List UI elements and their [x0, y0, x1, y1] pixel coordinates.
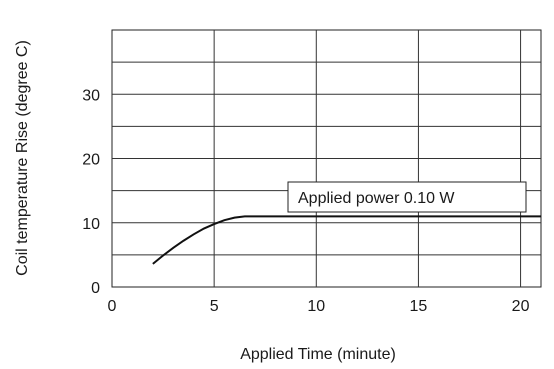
tick-labels: 0 5 10 15 20 0 10 20 30 [82, 87, 529, 315]
x-axis-title: Applied Time (minute) [240, 346, 396, 363]
temperature-curve [152, 215, 541, 265]
x-tick-label: 10 [307, 298, 325, 315]
annotation-label: Applied power 0.10 W [298, 190, 455, 207]
y-tick-label: 10 [82, 216, 100, 233]
x-tick-label: 20 [512, 298, 530, 315]
y-tick-label: 0 [91, 280, 100, 297]
annotation-box [287, 181, 527, 213]
grid-lines [112, 30, 541, 287]
y-tick-label: 30 [82, 87, 100, 104]
x-tick-label: 0 [108, 298, 117, 315]
x-tick-label: 15 [410, 298, 428, 315]
y-tick-label: 20 [82, 152, 100, 169]
y-axis-title: Coil temperature Rise (degree C) [14, 40, 31, 276]
x-tick-label: 5 [210, 298, 219, 315]
